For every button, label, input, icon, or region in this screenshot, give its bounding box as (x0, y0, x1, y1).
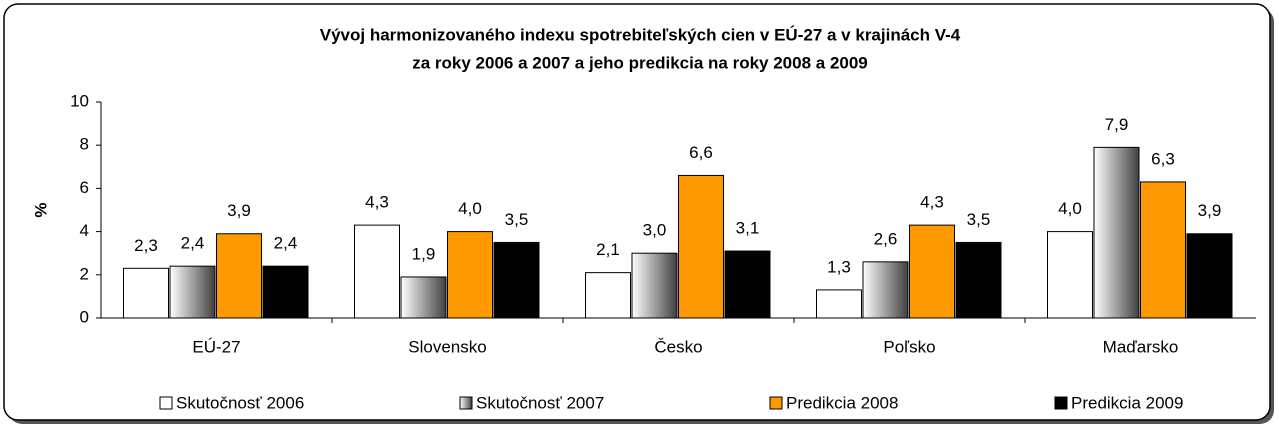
y-axis-label: % (31, 202, 50, 217)
y-tick-label: 10 (70, 91, 89, 110)
y-tick-label: 4 (80, 221, 89, 240)
data-label: 3,1 (736, 219, 760, 238)
legend-label: Skutočnosť 2006 (176, 393, 304, 412)
data-label: 2,1 (596, 240, 620, 259)
y-tick-label: 2 (80, 264, 89, 283)
data-label: 3,5 (505, 210, 529, 229)
data-label: 6,3 (1151, 149, 1175, 168)
bar (123, 267, 169, 319)
chart-title: Vývoj harmonizovaného indexu spotrebiteľ… (320, 25, 961, 44)
data-label: 1,9 (412, 244, 436, 263)
legend-swatch (769, 396, 783, 410)
bar (493, 241, 540, 319)
data-label: 1,3 (827, 257, 851, 276)
chart-title: za roky 2006 a 2007 a jeho predikcia na … (412, 53, 868, 72)
data-label: 2,6 (874, 229, 898, 248)
x-tick-label: EÚ-27 (192, 337, 240, 356)
bar (447, 231, 493, 319)
bar (678, 174, 724, 319)
data-label: 4,0 (1058, 199, 1082, 218)
data-label: 2,3 (134, 236, 158, 255)
legend-swatch (1054, 396, 1068, 410)
bar (1186, 233, 1233, 319)
bar (816, 289, 862, 319)
x-tick-label: Poľsko (883, 337, 935, 356)
bar (955, 241, 1002, 319)
data-label: 2,4 (274, 234, 298, 253)
bar (1093, 146, 1140, 319)
bar (909, 224, 955, 319)
x-tick-label: Maďarsko (1103, 337, 1179, 356)
data-label: 4,0 (458, 199, 482, 218)
x-tick-label: Česko (654, 337, 702, 356)
legend-swatch (159, 396, 173, 410)
y-tick-label: 6 (80, 178, 89, 197)
bar (585, 272, 631, 319)
bar (169, 265, 216, 319)
data-label: 2,4 (181, 234, 205, 253)
bar (724, 250, 771, 319)
data-label: 3,0 (643, 221, 667, 240)
legend-label: Skutočnosť 2007 (476, 393, 604, 412)
y-tick-label: 8 (80, 135, 89, 154)
bar (400, 276, 447, 319)
bar (262, 265, 309, 319)
x-tick-label: Slovensko (408, 337, 486, 356)
data-label: 3,9 (1198, 201, 1222, 220)
bar (862, 261, 909, 319)
bar (216, 233, 262, 319)
bar (1047, 231, 1093, 319)
bar (631, 252, 678, 319)
data-label: 4,3 (920, 193, 944, 212)
legend-label: Predikcia 2009 (1071, 393, 1183, 412)
legend-label: Predikcia 2008 (786, 393, 898, 412)
y-tick-label: 0 (80, 307, 89, 326)
bar (1140, 181, 1186, 319)
data-label: 3,5 (967, 210, 991, 229)
data-label: 7,9 (1105, 115, 1129, 134)
data-label: 3,9 (227, 201, 251, 220)
bar (354, 224, 400, 319)
legend-swatch (459, 396, 473, 410)
data-label: 6,6 (689, 143, 713, 162)
data-label: 4,3 (365, 193, 389, 212)
